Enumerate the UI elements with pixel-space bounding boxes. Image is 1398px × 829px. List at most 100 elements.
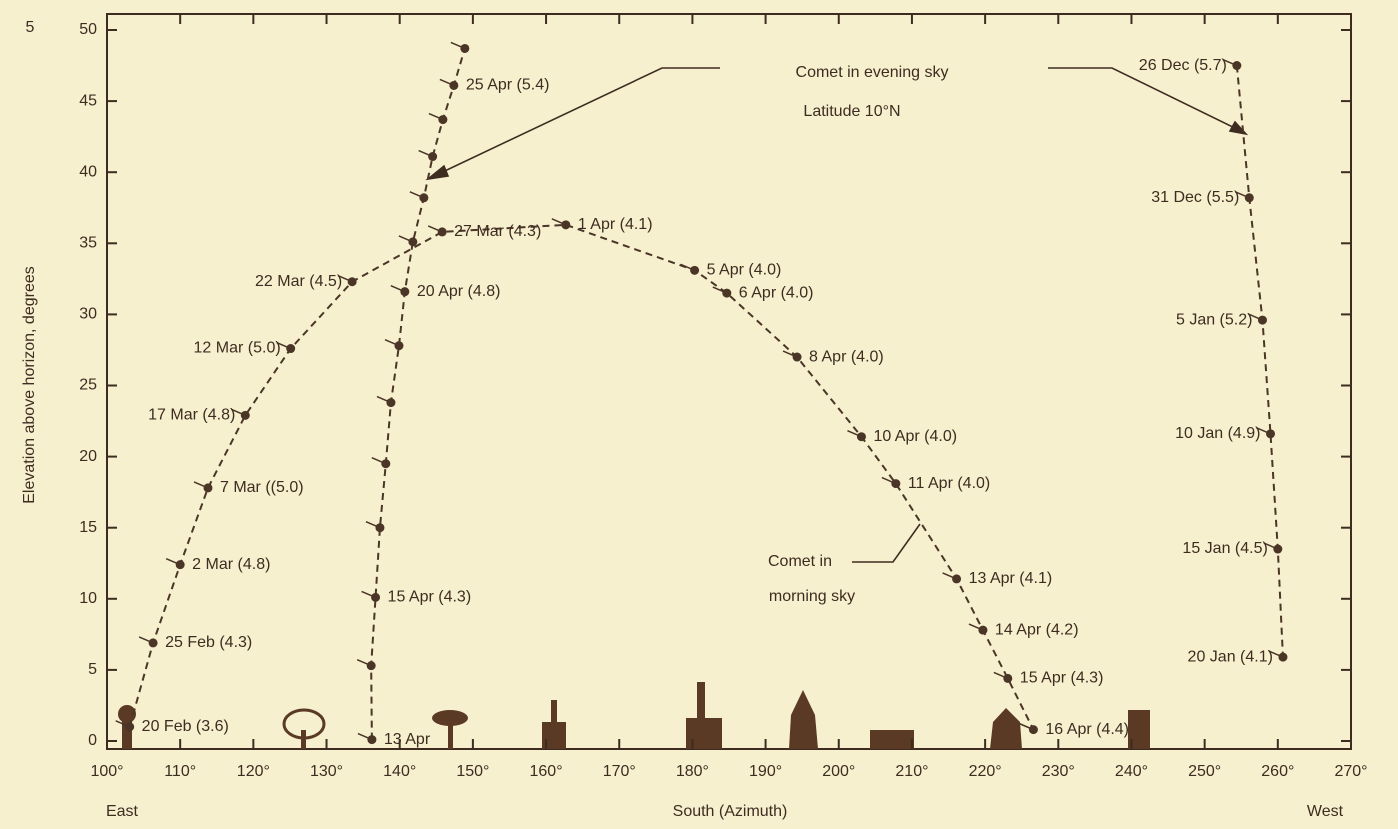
x-axis-right-label: West [1307,803,1344,820]
comet-point [203,483,212,492]
point-label: 1 Apr (4.1) [578,216,653,233]
y-tick-label: 5 [88,661,97,678]
comet-point [952,574,961,583]
comet-point [1029,725,1038,734]
comet-point [1273,545,1282,554]
x-tick-label: 120° [237,763,270,780]
comet-point [286,344,295,353]
comet-point [438,227,447,236]
annotation: Comet in evening sky [796,64,949,81]
point-label: 27 Mar (4.3) [454,223,541,240]
comet-point [722,289,731,298]
y-tick-label: 20 [79,448,97,465]
comet-point [1266,429,1275,438]
annotation: morning sky [769,588,855,605]
comet-point [561,220,570,229]
x-tick-label: 160° [530,763,563,780]
x-tick-label: 220° [969,763,1002,780]
point-label: 10 Jan (4.9) [1175,425,1260,442]
y-tick-label: 25 [79,377,97,394]
point-label: 8 Apr (4.0) [809,348,884,365]
point-label: 13 Apr (4.1) [969,570,1053,587]
comet-point [381,459,390,468]
silhouette [448,722,453,749]
x-tick-label: 210° [895,763,928,780]
comet-point [1245,193,1254,202]
x-tick-label: 170° [603,763,636,780]
chart: 5 South (Azimuth) East West Elevation ab… [0,0,1398,829]
silhouette [551,700,557,722]
point-label: 20 Jan (4.1) [1188,648,1273,665]
x-tick-label: 150° [456,763,489,780]
x-tick-label: 240° [1115,763,1148,780]
silhouette [301,730,306,749]
x-tick-label: 130° [310,763,343,780]
comet-point [1278,653,1287,662]
x-tick-label: 100° [90,763,123,780]
point-label: 14 Apr (4.2) [995,621,1079,638]
comet-point [367,661,376,670]
point-label: 5 Apr (4.0) [707,262,782,279]
corner-label: 5 [26,19,35,36]
comet-point [149,638,158,647]
y-axis-label: Elevation above horizon, degrees [21,266,38,504]
x-tick-label: 180° [676,763,709,780]
comet-point [125,722,134,731]
silhouette [686,718,722,749]
annotation: Comet in [768,553,832,570]
comet-point [367,735,376,744]
x-tick-label: 260° [1261,763,1294,780]
comet-point [386,398,395,407]
x-tick-label: 110° [164,763,196,780]
point-label: 26 Dec (5.7) [1139,57,1227,74]
x-tick-label: 270° [1334,763,1367,780]
comet-point [371,593,380,602]
y-tick-label: 40 [79,163,97,180]
point-label: 7 Mar ((5.0) [220,479,304,496]
point-label: 5 Jan (5.2) [1176,311,1252,328]
point-label: 17 Mar (4.8) [148,407,235,424]
comet-point [449,81,458,90]
silhouette [870,730,914,749]
comet-point [793,353,802,362]
silhouette [432,710,468,726]
comet-point [348,277,357,286]
comet-point [428,152,437,161]
y-tick-label: 0 [88,732,97,749]
x-tick-label: 200° [822,763,855,780]
comet-point [400,287,409,296]
comet-point [419,193,428,202]
comet-point [375,523,384,532]
comet-point [176,560,185,569]
point-label: 31 Dec (5.5) [1151,189,1239,206]
comet-point [394,341,403,350]
x-tick-label: 140° [383,763,416,780]
point-label: 25 Apr (5.4) [466,77,550,94]
comet-point [1258,316,1267,325]
point-label: 15 Apr (4.3) [388,589,472,606]
x-axis-label: South (Azimuth) [673,803,788,820]
x-tick-label: 190° [749,763,782,780]
y-tick-label: 35 [79,235,97,252]
comet-point [1003,674,1012,683]
point-label: 10 Apr (4.0) [873,428,957,445]
x-tick-label: 250° [1188,763,1221,780]
x-axis-left-label: East [106,803,139,820]
y-tick-label: 50 [79,21,97,38]
comet-point [857,432,866,441]
y-tick-label: 15 [79,519,97,536]
point-label: 20 Feb (3.6) [142,718,229,735]
point-label: 22 Mar (4.5) [255,273,342,290]
point-label: 20 Apr (4.8) [417,283,501,300]
y-tick-label: 30 [79,306,97,323]
point-label: 15 Jan (4.5) [1182,540,1267,557]
point-label: 13 Apr [384,731,431,748]
y-tick-label: 45 [79,92,97,109]
point-label: 12 Mar (5.0) [194,340,281,357]
point-label: 11 Apr (4.0) [908,475,990,492]
comet-point [408,237,417,246]
comet-point [438,115,447,124]
annotation: Latitude 10°N [803,103,900,120]
comet-point [1232,61,1241,70]
comet-point [978,626,987,635]
